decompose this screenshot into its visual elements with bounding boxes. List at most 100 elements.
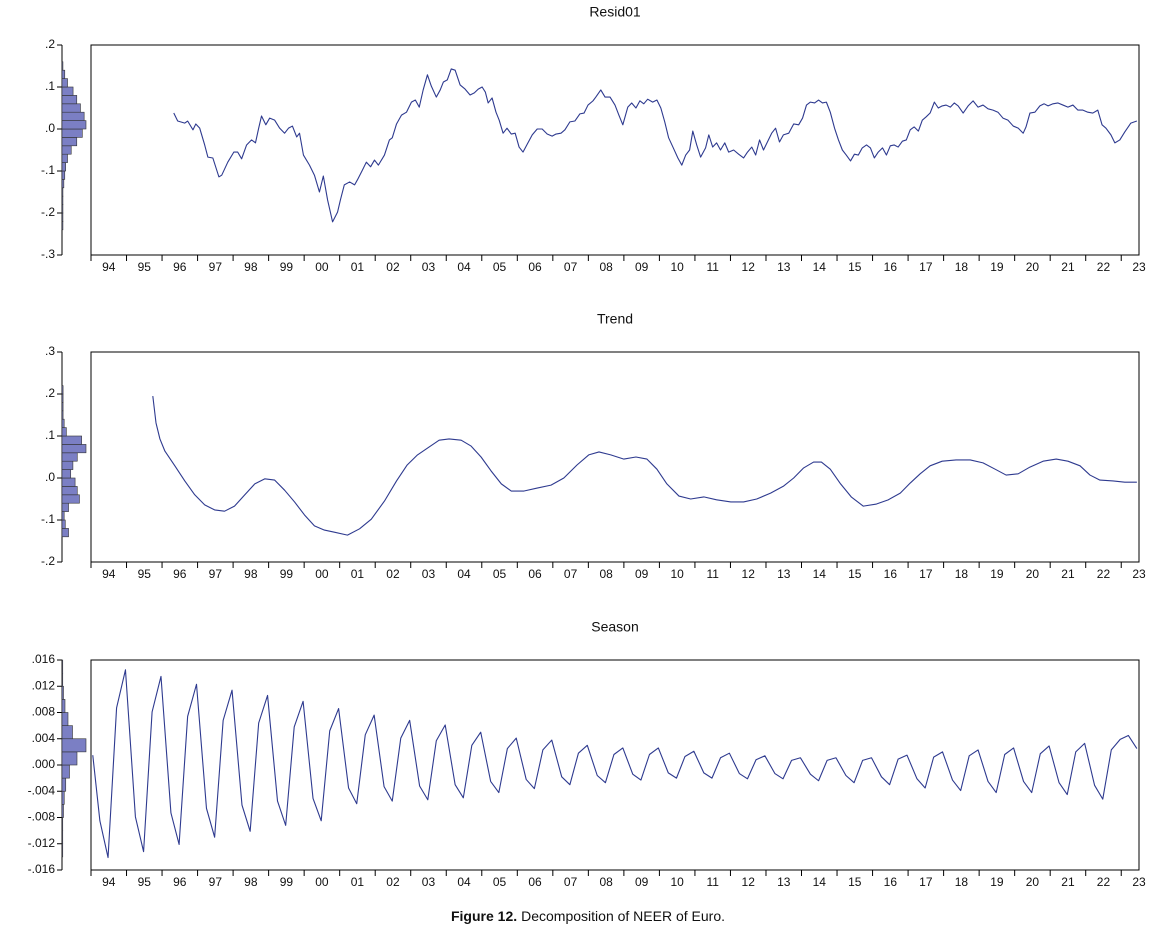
histogram-bar	[61, 486, 78, 496]
x-tick-label: 02	[386, 567, 400, 581]
x-tick-label: 98	[244, 875, 258, 889]
histogram-bar	[61, 843, 64, 858]
x-tick-label: 00	[315, 260, 329, 274]
histogram-bar	[61, 402, 64, 412]
y-tick-label: .2	[45, 37, 55, 51]
y-tick-label: .000	[32, 757, 56, 771]
histogram-bar	[61, 95, 78, 105]
x-tick-label: 19	[990, 260, 1004, 274]
histogram-bar	[61, 685, 64, 700]
plot-frame	[90, 44, 1140, 256]
x-tick-label: 22	[1097, 875, 1111, 889]
x-tick-label: 94	[102, 260, 116, 274]
x-tick-label: 03	[422, 875, 436, 889]
y-tick-label: .0	[45, 470, 55, 484]
x-tick-label: 13	[777, 875, 791, 889]
x-tick-label: 08	[599, 875, 613, 889]
x-tick-label: 94	[102, 567, 116, 581]
histogram-bar	[61, 120, 87, 130]
histogram-bar	[61, 672, 64, 687]
histogram-bar	[61, 204, 64, 214]
x-tick-label: 04	[457, 875, 471, 889]
x-tick-label: 04	[457, 567, 471, 581]
histogram-bar	[61, 725, 73, 740]
x-tick-label: 99	[280, 567, 294, 581]
histogram-bar	[61, 145, 72, 155]
x-tick-label: 17	[919, 875, 933, 889]
caption-text: Decomposition of NEER of Euro.	[521, 908, 725, 924]
caption-label: Figure 12.	[451, 908, 517, 924]
x-tick-label: 14	[813, 567, 827, 581]
x-tick-label: 03	[422, 567, 436, 581]
x-tick-label: 11	[706, 567, 719, 581]
x-tick-label: 11	[706, 875, 719, 889]
histogram-bar	[61, 777, 67, 792]
x-tick-label: 17	[919, 567, 933, 581]
x-tick-label: 95	[138, 260, 152, 274]
panel-title: Season	[591, 619, 638, 635]
histogram-bar	[61, 790, 65, 805]
x-tick-label: 04	[457, 260, 471, 274]
histogram-bar	[61, 427, 67, 437]
x-tick-label: 22	[1097, 260, 1111, 274]
histogram-bar	[61, 162, 66, 172]
y-tick-label: .004	[32, 731, 56, 745]
x-tick-label: 06	[528, 875, 542, 889]
y-tick-label: -.1	[41, 163, 55, 177]
histogram-bar	[61, 764, 70, 779]
x-tick-label: 16	[884, 567, 898, 581]
x-tick-label: 20	[1026, 260, 1040, 274]
x-tick-label: 03	[422, 260, 436, 274]
x-tick-label: 95	[138, 567, 152, 581]
histogram-bar	[61, 103, 81, 113]
y-tick-label: -.016	[28, 862, 56, 876]
histogram-bar	[61, 452, 78, 462]
x-tick-label: 12	[742, 567, 756, 581]
histogram-bar	[61, 699, 66, 713]
x-tick-label: 15	[848, 567, 862, 581]
histogram-bar	[61, 804, 64, 818]
x-tick-label: 02	[386, 260, 400, 274]
histogram-bar	[61, 393, 64, 403]
x-tick-label: 96	[173, 260, 187, 274]
x-tick-label: 05	[493, 260, 507, 274]
x-tick-label: 08	[599, 260, 613, 274]
x-tick-label: 99	[280, 875, 294, 889]
y-tick-label: .008	[32, 705, 56, 719]
series-line	[92, 669, 1138, 859]
x-tick-label: 97	[209, 875, 223, 889]
y-tick-label: -.1	[41, 512, 55, 526]
plot-frame	[90, 659, 1140, 871]
x-tick-label: 18	[955, 260, 969, 274]
y-tick-label: -.008	[28, 810, 56, 824]
x-tick-label: 23	[1132, 567, 1146, 581]
histogram-bar	[61, 751, 78, 766]
x-tick-label: 09	[635, 567, 649, 581]
histogram-bar	[61, 477, 76, 487]
x-tick-label: 99	[280, 260, 294, 274]
x-tick-label: 16	[884, 260, 898, 274]
x-tick-label: 00	[315, 875, 329, 889]
y-tick-label: -.2	[41, 554, 55, 568]
x-tick-label: 18	[955, 567, 969, 581]
histogram-bar	[61, 153, 68, 163]
y-tick-label: .016	[32, 652, 56, 666]
histogram-bar	[61, 444, 87, 454]
x-tick-label: 07	[564, 260, 578, 274]
y-tick-label: -.3	[41, 247, 55, 261]
histogram-bar	[61, 86, 74, 96]
x-tick-label: 14	[813, 875, 827, 889]
histogram-bar	[61, 435, 82, 445]
x-tick-label: 98	[244, 260, 258, 274]
caption: Figure 12. Decomposition of NEER of Euro.	[451, 908, 725, 924]
histogram-bar	[61, 830, 64, 845]
x-tick-label: 12	[742, 875, 756, 889]
histogram-bar	[61, 385, 64, 395]
series-line	[173, 68, 1138, 223]
x-tick-label: 13	[777, 260, 791, 274]
x-tick-label: 19	[990, 875, 1004, 889]
panel-title: Resid01	[589, 4, 641, 20]
histogram-bar	[61, 460, 74, 470]
histogram-bar	[61, 418, 65, 428]
